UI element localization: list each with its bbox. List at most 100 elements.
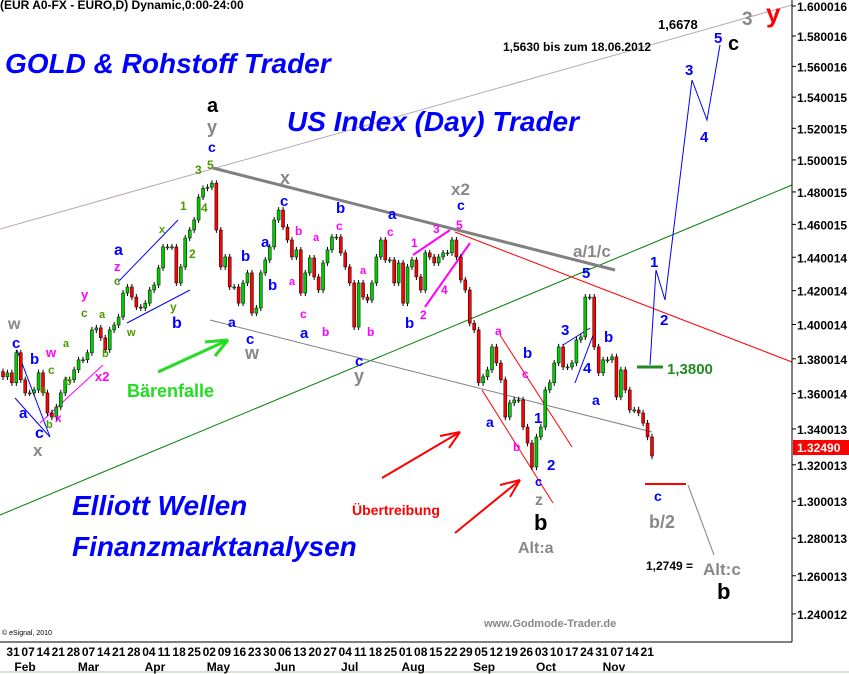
candle-body [401,262,405,304]
candle-body [14,352,19,384]
candle [548,379,552,394]
candle-body [254,307,259,314]
wave-label: w [7,316,21,333]
candle-body [112,324,116,331]
y-tick-label: 1.380014 [797,353,847,367]
x-month-label: Feb [14,660,35,674]
candle-body [232,286,236,289]
candle-body [290,239,294,258]
wave-label: y [81,287,89,302]
candle [10,369,14,386]
candle-body [534,436,539,468]
x-tick-label: 30 [263,645,277,659]
wave-label: x [280,168,290,188]
wave-label: y [354,366,364,386]
candle [219,227,223,270]
candle [236,283,241,307]
candle-body [201,188,205,198]
candle-body [583,296,588,338]
candle-body [387,259,392,262]
candle-body [241,282,245,304]
candle-body [556,346,561,364]
red-channel-line-1 [481,389,554,504]
candle-body [59,392,63,408]
wave-label: 3 [433,222,440,236]
wave-label: y [207,117,217,137]
wave-label: a [99,309,106,321]
candle-body [45,392,50,414]
title-elliott: Elliott Wellen [72,490,248,521]
candle-body [139,306,143,309]
candle-body [441,252,445,258]
candle [223,253,228,270]
candle [623,366,628,394]
candle-body [379,239,383,258]
candle [107,326,112,353]
wave-label: Bärenfalle [127,381,214,401]
candle-body [245,272,250,284]
candle-body [174,246,179,284]
wave-label: 4 [700,129,709,146]
candle-body [485,369,490,378]
wave-label: 2 [189,247,196,261]
y-tick-label: 1.420014 [797,285,847,299]
candle [14,349,19,386]
y-tick-label: 1.440014 [797,251,847,265]
y-tick-label: 1.600016 [797,0,847,14]
red-resistance-line [454,231,793,363]
candle [636,406,641,417]
candle-body [267,246,272,261]
candle-body [156,267,161,286]
candle-body [50,412,54,418]
candle-body [312,257,316,278]
red-arrow-2 [454,479,521,534]
y-tick-label: 1.320013 [797,459,847,473]
x-tick-label: 18 [369,645,383,659]
candle-body [107,329,112,351]
x-tick-label: 16 [233,645,247,659]
x-tick-label: 17 [565,645,579,659]
candle-body [548,382,552,391]
candle [187,227,192,241]
candle-body [641,412,645,424]
candle-body [276,209,281,221]
wave-label: z [535,492,543,509]
magenta-triangle-line-2 [424,242,471,308]
candle [370,279,374,304]
candle-body [565,366,570,369]
candle-body [512,399,516,404]
copyright: © eSignal, 2010 [2,630,52,637]
x-tick-label: 23 [248,645,262,659]
candle-body [650,436,654,457]
wave-label: c [12,335,20,352]
candle-body [383,239,388,261]
x-tick-label: 13 [293,645,307,659]
x-tick-label: 14 [97,645,111,659]
wave-label: c [728,33,739,55]
candle-body [72,369,76,381]
candle [303,269,308,297]
candle [499,359,503,383]
candle [250,269,254,317]
candle [619,366,623,401]
candle [374,253,379,286]
candle [312,254,316,280]
candle [241,279,245,307]
candle [570,359,574,371]
candle-body [183,237,188,268]
wave-label: w [244,343,260,363]
candle-body [539,426,543,438]
x-tick-label: 07 [610,645,624,659]
wave-label: b [367,325,374,339]
candle [552,359,556,386]
wave-label: x [33,441,43,460]
x-tick-label: 07 [82,645,96,659]
candle-body [90,329,94,354]
wave-label: c [336,219,343,233]
y-tick-label: 1.480015 [797,186,847,200]
x-tick-label: 10 [550,645,564,659]
candle [614,353,619,401]
candle-body [490,346,494,371]
candle-body [472,322,476,331]
